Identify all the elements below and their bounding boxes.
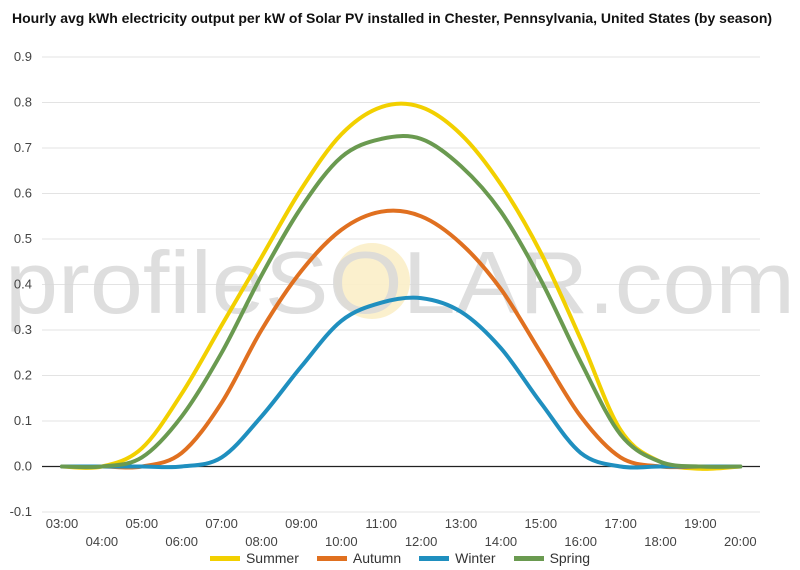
x-tick-label: 17:00 <box>604 516 637 531</box>
chart-title: Hourly avg kWh electricity output per kW… <box>12 10 773 26</box>
watermark-text: profileSOLAR.com <box>5 233 795 332</box>
series-line-winter <box>60 295 743 470</box>
series-line-spring <box>60 134 743 470</box>
x-tick-label: 04:00 <box>86 534 119 549</box>
x-tick-label: 05:00 <box>126 516 159 531</box>
y-tick-label: 0.9 <box>14 49 32 64</box>
y-tick-label: -0.1 <box>10 504 32 519</box>
y-tick-label: 0.5 <box>14 231 32 246</box>
x-axis-ticks: 03:00 05:00 07:00 09:00 11:00 13:00 15:00 17:00… <box>46 516 757 549</box>
y-tick-label: 0.6 <box>14 186 32 201</box>
x-tick-label: 11:00 <box>365 516 397 531</box>
x-tick-label: 10:00 <box>325 534 358 549</box>
legend-swatch <box>419 555 450 561</box>
y-axis-ticks: -0.1 0.0 0.1 0.2 0.3 0.4 0.5 0.6 0.7 0.8 0.9 <box>10 49 32 519</box>
x-tick-label: 19:00 <box>684 516 717 531</box>
series-lines <box>60 101 743 471</box>
x-tick-label: 16:00 <box>564 534 597 549</box>
x-tick-label: 18:00 <box>644 534 677 549</box>
y-tick-label: 0.4 <box>14 277 32 292</box>
legend-item-spring: Spring <box>513 550 591 566</box>
x-tick-label: 13:00 <box>445 516 478 531</box>
x-tick-label: 14:00 <box>485 534 518 549</box>
series-line-autumn <box>60 208 743 470</box>
series-line-summer <box>60 101 743 471</box>
y-tick-label: 0.7 <box>14 140 32 155</box>
x-tick-label: 20:00 <box>724 534 757 549</box>
legend-swatch <box>316 555 347 561</box>
x-tick-label: 06:00 <box>165 534 198 549</box>
y-tick-label: 0.2 <box>14 368 32 383</box>
legend-item-autumn: Autumn <box>316 550 402 566</box>
x-tick-label: 15:00 <box>525 516 558 531</box>
y-tick-label: 0.1 <box>14 413 32 428</box>
legend-label: Spring <box>549 550 591 566</box>
y-tick-label: 0.8 <box>14 95 32 110</box>
watermark: profileSOLAR.com <box>5 233 795 332</box>
x-tick-label: 03:00 <box>46 516 79 531</box>
x-tick-label: 07:00 <box>205 516 238 531</box>
chart-legend: Summer Autumn Winter Spring <box>0 549 800 567</box>
x-tick-label: 09:00 <box>285 516 318 531</box>
legend-item-winter: Winter <box>419 550 496 566</box>
legend-label: Winter <box>455 550 496 566</box>
legend-label: Summer <box>245 550 299 566</box>
y-tick-label: 0.0 <box>14 459 32 474</box>
legend-item-summer: Summer <box>209 550 299 566</box>
x-tick-label: 12:00 <box>405 534 438 549</box>
x-tick-label: 08:00 <box>245 534 278 549</box>
y-tick-label: 0.3 <box>14 322 32 337</box>
legend-swatch <box>209 555 240 561</box>
legend-swatch <box>513 555 544 561</box>
legend-label: Autumn <box>352 550 402 566</box>
